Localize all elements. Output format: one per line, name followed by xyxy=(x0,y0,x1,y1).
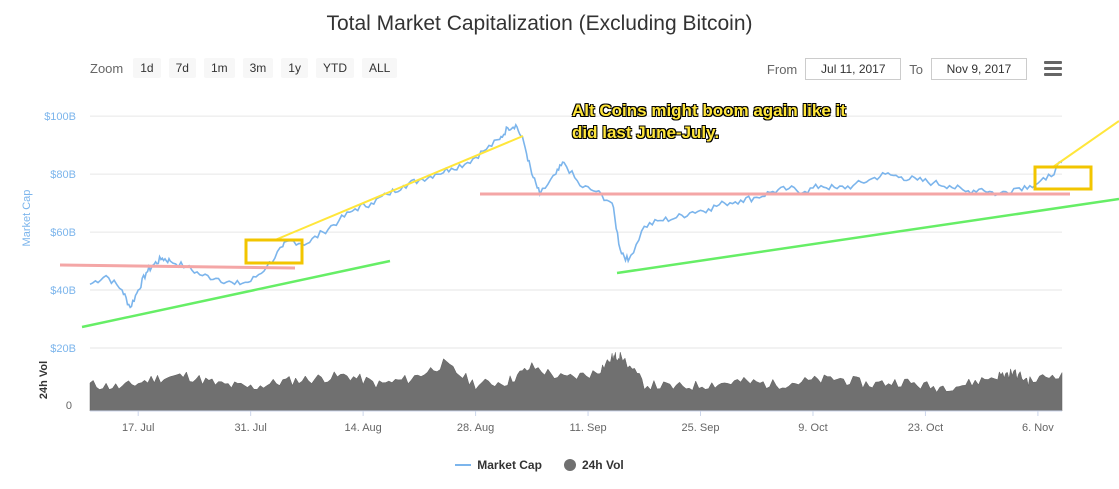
support-line-right xyxy=(616,197,1119,275)
zoom-7d-button[interactable]: 7d xyxy=(168,58,196,78)
legend-dot-marker xyxy=(563,459,576,471)
y-axis-labels: $20B $40B $60B $80B $100B xyxy=(44,111,76,355)
zoom-label: Zoom xyxy=(90,60,124,76)
legend-item-volume[interactable]: 24h Vol xyxy=(563,458,624,472)
y-tick-label: $60B xyxy=(50,227,76,239)
x-tick-label: 25. Sep xyxy=(682,422,720,434)
zoom-1y-button[interactable]: 1y xyxy=(281,58,308,78)
x-tick-label: 31. Jul xyxy=(234,422,266,434)
chart-title: Total Market Capitalization (Excluding B… xyxy=(326,12,753,35)
legend-label-volume: 24h Vol xyxy=(581,458,624,472)
zoom-all-button[interactable]: ALL xyxy=(361,58,398,78)
highlight-box-left xyxy=(244,238,304,265)
volume-series xyxy=(89,351,1063,412)
grid-lines xyxy=(90,115,1062,349)
trend-line-yellow-left xyxy=(274,135,524,241)
trend-line-yellow-right xyxy=(1052,120,1119,168)
zoom-1d-button[interactable]: 1d xyxy=(133,58,161,78)
zoom-1m-button[interactable]: 1m xyxy=(203,58,235,78)
x-tick-label: 28. Aug xyxy=(457,422,494,434)
annotation-text: Alt Coins might boom again like it did l… xyxy=(572,101,846,142)
volume-axis-title: 24h Vol xyxy=(38,361,50,399)
highlight-box-right xyxy=(1033,165,1093,191)
x-tick-label: 11. Sep xyxy=(569,422,606,434)
zoom-3m-button[interactable]: 3m xyxy=(242,58,274,78)
to-date-input[interactable] xyxy=(931,58,1027,80)
zoom-control: Zoom 1d 7d 1m 3m 1y YTD ALL xyxy=(90,58,398,78)
legend-line-marker xyxy=(455,464,472,466)
zoom-ytd-button[interactable]: YTD xyxy=(315,58,354,78)
y-axis-title: Market Cap xyxy=(21,190,33,247)
x-tick-label: 6. Nov xyxy=(1022,422,1054,434)
date-range-control: From To xyxy=(767,58,1027,80)
from-label: From xyxy=(766,61,798,77)
x-tick-label: 14. Aug xyxy=(344,422,381,434)
x-tick-label: 23. Oct xyxy=(908,422,943,434)
legend: Market Cap 24h Vol xyxy=(0,458,1079,472)
volume-area xyxy=(89,351,1063,412)
legend-item-market-cap[interactable]: Market Cap xyxy=(455,458,542,472)
support-line-left xyxy=(81,259,391,329)
to-label: To xyxy=(909,61,923,77)
y-tick-label: $20B xyxy=(50,343,76,355)
from-date-input[interactable] xyxy=(805,58,902,80)
x-tick-label: 9. Oct xyxy=(798,422,827,434)
market-cap-line xyxy=(89,123,1063,309)
volume-tick-label: 0 xyxy=(66,400,72,412)
resistance-line-left xyxy=(59,263,296,270)
y-tick-label: $40B xyxy=(50,285,76,297)
market-cap-series xyxy=(89,123,1063,309)
legend-label-market-cap: Market Cap xyxy=(477,458,542,472)
hamburger-menu-icon[interactable] xyxy=(1044,61,1062,79)
y-tick-label: $100B xyxy=(44,111,76,123)
y-tick-label: $80B xyxy=(50,169,76,181)
x-axis-labels: 17. Jul 31. Jul 14. Aug 28. Aug 11. Sep 25. S… xyxy=(90,410,1062,434)
x-tick-label: 17. Jul xyxy=(122,422,154,434)
